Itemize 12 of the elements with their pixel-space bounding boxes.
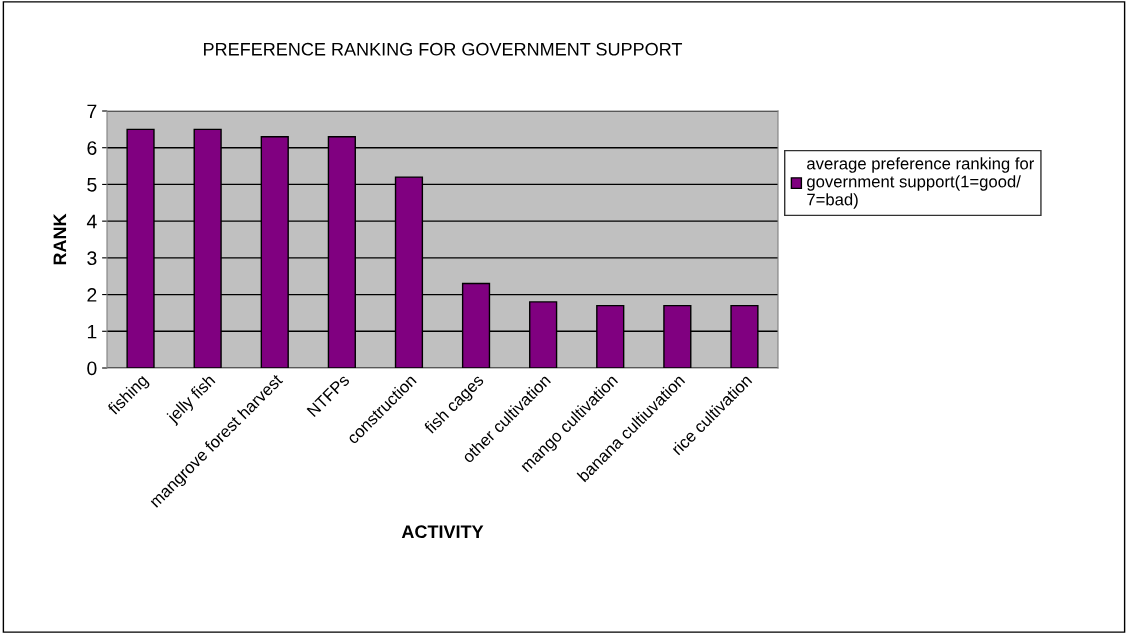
y-tick-label: 1	[87, 324, 97, 339]
legend-label: average preference ranking for government support(1=good/ 7=bad)	[807, 157, 1035, 209]
y-tick-label: 3	[87, 251, 97, 266]
y-tick-label: 7	[87, 104, 97, 119]
y-tick-label: 4	[86, 214, 97, 229]
y-tick-label: 2	[87, 288, 97, 302]
chart-title: PREFERENCE RANKING FOR GOVERNMENT SUPPORT	[204, 42, 683, 56]
y-axis-title: RANK	[53, 213, 67, 265]
y-tick-label: 6	[87, 141, 97, 155]
y-tick-label: 0	[87, 361, 97, 376]
y-tick-label: 5	[87, 178, 97, 192]
x-axis-title: ACTIVITY	[401, 525, 484, 539]
